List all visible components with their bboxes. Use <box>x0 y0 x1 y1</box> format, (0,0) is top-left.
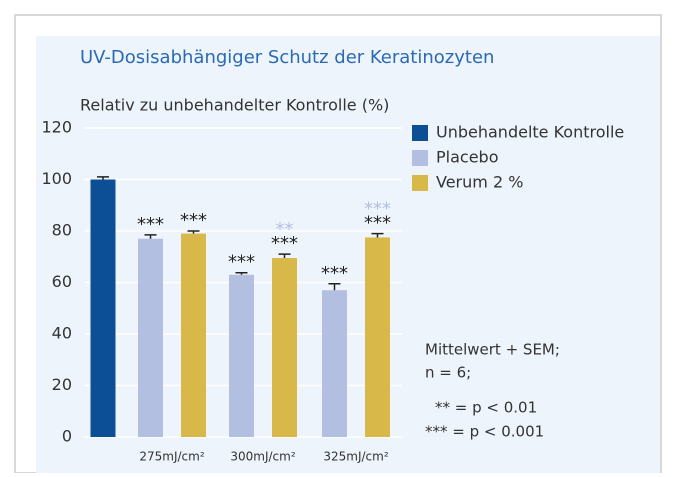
y-axis-label: Relativ zu unbehandelter Kontrolle (%) <box>80 96 389 115</box>
bar <box>322 290 347 437</box>
significance-label: *** <box>180 210 207 231</box>
bar <box>90 179 116 437</box>
error-bar <box>235 271 248 275</box>
significance-label: *** <box>321 263 348 284</box>
y-tick-label: 60 <box>52 272 72 291</box>
note: ** = p < 0.01 <box>435 399 537 417</box>
y-tick-label: 20 <box>52 375 72 394</box>
x-tick-label: 300mJ/cm² <box>230 450 295 464</box>
significance-label: *** <box>137 214 164 235</box>
note: n = 6; <box>425 364 471 382</box>
bar <box>181 233 206 437</box>
error-bar <box>97 176 109 180</box>
y-tick-label: 0 <box>62 427 72 446</box>
error-bar <box>144 234 157 239</box>
x-tick-label: 275mJ/cm² <box>139 450 204 464</box>
y-tick-label: 100 <box>41 169 72 188</box>
bar <box>229 274 254 437</box>
y-tick-label: 80 <box>52 221 72 240</box>
significance-label: ** <box>276 219 294 240</box>
error-bar <box>278 253 291 259</box>
x-tick-label: 325mJ/cm² <box>323 450 388 464</box>
legend-label: Verum 2 % <box>436 173 523 192</box>
error-bar <box>371 232 384 238</box>
y-tick-label: 120 <box>41 118 72 137</box>
error-bar <box>328 283 341 291</box>
bar <box>365 237 390 437</box>
bar <box>138 238 163 437</box>
legend-label: Placebo <box>436 148 498 167</box>
legend-label: Unbehandelte Kontrolle <box>436 123 624 142</box>
significance-label: *** <box>228 252 255 273</box>
significance-label: *** <box>364 213 391 234</box>
bar <box>272 258 297 437</box>
legend-swatch <box>412 150 428 166</box>
significance-label: *** <box>271 233 298 254</box>
note: Mittelwert + SEM; <box>425 341 560 359</box>
legend-swatch <box>412 125 428 141</box>
significance-label: *** <box>364 199 391 220</box>
chart-title: UV-Dosisabhängiger Schutz der Keratinozy… <box>80 47 494 68</box>
legend-swatch <box>412 175 428 191</box>
note: *** = p < 0.001 <box>425 423 544 441</box>
error-bar <box>187 230 200 234</box>
y-tick-label: 40 <box>52 324 72 343</box>
